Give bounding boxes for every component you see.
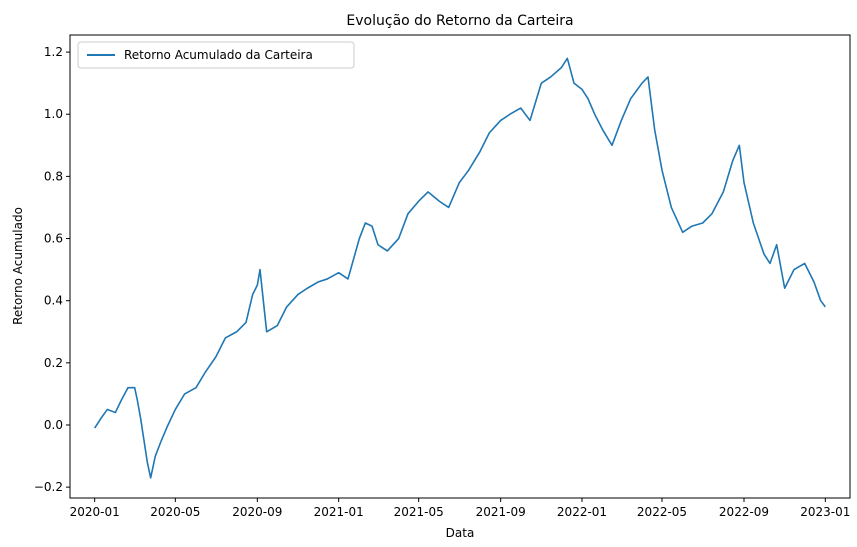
x-tick-label: 2020-09 [232,505,282,519]
y-axis-title: Retorno Acumulado [11,207,25,325]
x-tick-label: 2021-05 [394,505,444,519]
legend: Retorno Acumulado da Carteira [77,41,355,69]
x-tick-label: 2021-01 [314,505,364,519]
legend-label: Retorno Acumulado da Carteira [124,48,313,62]
x-tick-label: 2022-05 [637,505,687,519]
x-tick-label: 2021-09 [476,505,526,519]
plot-frame [69,34,851,499]
x-axis-title: Data [446,526,475,540]
y-tick-label: 0.8 [44,169,63,183]
y-tick-label: 0.6 [44,232,63,246]
chart-title: Evolução do Retorno da Carteira [346,13,573,29]
y-tick-label: −0.2 [34,480,63,494]
y-tick-label: 0.2 [44,356,63,370]
series-line-0 [93,57,826,479]
legend-box [77,41,355,69]
x-tick-label: 2020-01 [70,505,120,519]
x-tick-label: 2020-05 [150,505,200,519]
x-tick-label: 2022-01 [557,505,607,519]
x-tick-label: 2023-01 [800,505,850,519]
y-tick-label: 0.4 [44,294,63,308]
x-tick-label: 2022-09 [719,505,769,519]
y-tick-label: 1.0 [44,107,63,121]
y-tick-label: 1.2 [44,45,63,59]
y-tick-label: 0.0 [44,418,63,432]
